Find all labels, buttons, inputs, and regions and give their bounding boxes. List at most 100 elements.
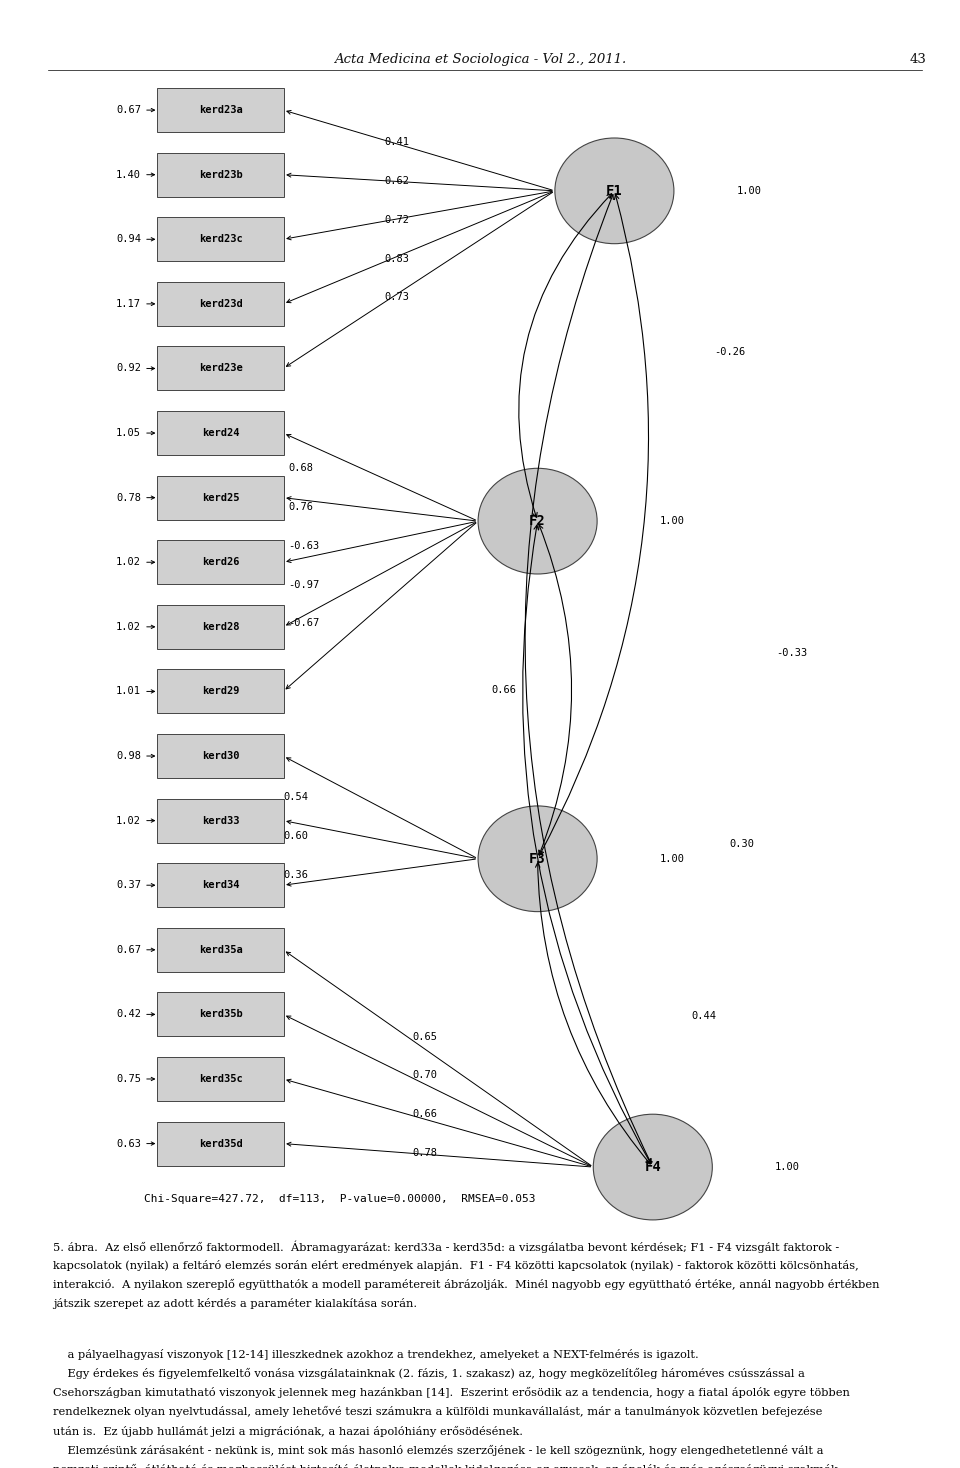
Text: kerd29: kerd29 [202, 687, 240, 696]
FancyBboxPatch shape [157, 411, 284, 455]
FancyBboxPatch shape [157, 540, 284, 584]
Text: játszik szerepet az adott kérdés a paraméter kialakítása során.: játszik szerepet az adott kérdés a param… [53, 1298, 417, 1308]
Text: a pályaelhagyasí viszonyok [12-14] illeszkednek azokhoz a trendekhez, amelyeket : a pályaelhagyasí viszonyok [12-14] illes… [53, 1349, 699, 1359]
Text: kerd26: kerd26 [202, 558, 240, 567]
Text: 0.36: 0.36 [283, 869, 308, 879]
Text: 0.66: 0.66 [413, 1110, 438, 1119]
Text: 0.72: 0.72 [384, 214, 409, 225]
Text: kerd23e: kerd23e [199, 364, 243, 373]
Text: 0.68: 0.68 [288, 464, 313, 473]
Text: 1.02: 1.02 [116, 558, 141, 567]
FancyBboxPatch shape [157, 1122, 284, 1166]
Text: 0.78: 0.78 [413, 1148, 438, 1158]
Text: kerd23d: kerd23d [199, 299, 243, 308]
Text: 0.67: 0.67 [116, 945, 141, 954]
Text: F4: F4 [644, 1160, 661, 1174]
FancyBboxPatch shape [157, 799, 284, 843]
Text: 1.05: 1.05 [116, 429, 141, 437]
Text: 0.70: 0.70 [413, 1070, 438, 1080]
Text: -0.26: -0.26 [714, 348, 745, 357]
Text: kerd30: kerd30 [202, 752, 240, 760]
Text: 0.41: 0.41 [384, 138, 409, 147]
Text: 1.00: 1.00 [660, 854, 684, 863]
FancyBboxPatch shape [157, 669, 284, 713]
Text: interakció.  A nyilakon szereplő együtthatók a modell paramétereit ábrázolják.  : interakció. A nyilakon szereplő együttha… [53, 1279, 879, 1290]
Text: 1.00: 1.00 [660, 517, 684, 526]
FancyBboxPatch shape [157, 282, 284, 326]
Text: 43: 43 [909, 53, 926, 66]
Text: 1.40: 1.40 [116, 170, 141, 179]
FancyBboxPatch shape [157, 1057, 284, 1101]
Text: kerd23a: kerd23a [199, 106, 243, 115]
Text: kerd24: kerd24 [202, 429, 240, 437]
Text: Chi-Square=427.72,  df=113,  P-value=0.00000,  RMSEA=0.053: Chi-Square=427.72, df=113, P-value=0.000… [144, 1195, 536, 1204]
Text: -0.33: -0.33 [777, 649, 807, 658]
Text: 0.83: 0.83 [384, 254, 409, 264]
FancyBboxPatch shape [157, 863, 284, 907]
Text: 0.62: 0.62 [384, 176, 409, 186]
Text: 0.78: 0.78 [116, 493, 141, 502]
Text: F2: F2 [529, 514, 546, 528]
Text: 0.54: 0.54 [283, 793, 308, 802]
Text: 0.44: 0.44 [691, 1011, 716, 1020]
Text: 5. ábra.  Az első ellenőrző faktormodell.  Ábramagyarázat: kerd33a - kerd35d: a : 5. ábra. Az első ellenőrző faktormodell.… [53, 1240, 839, 1254]
Text: 1.01: 1.01 [116, 687, 141, 696]
Text: 0.42: 0.42 [116, 1010, 141, 1019]
Text: rendelkeznek olyan nyelvtudással, amely lehetővé teszi számukra a külföldi munka: rendelkeznek olyan nyelvtudással, amely … [53, 1406, 822, 1418]
FancyBboxPatch shape [157, 992, 284, 1036]
Text: -0.63: -0.63 [288, 540, 320, 550]
Text: Csehországban kimutatható viszonyok jelennek meg hazánkban [14].  Eszerint erősö: Csehországban kimutatható viszonyok jele… [53, 1387, 850, 1399]
FancyBboxPatch shape [157, 476, 284, 520]
FancyBboxPatch shape [157, 217, 284, 261]
FancyBboxPatch shape [157, 734, 284, 778]
Text: 1.17: 1.17 [116, 299, 141, 308]
Ellipse shape [478, 806, 597, 912]
FancyBboxPatch shape [157, 346, 284, 390]
Text: 0.75: 0.75 [116, 1075, 141, 1083]
Text: -0.67: -0.67 [288, 618, 320, 628]
Text: 1.02: 1.02 [116, 816, 141, 825]
Text: 1.00: 1.00 [775, 1163, 800, 1171]
Text: 1.00: 1.00 [736, 186, 761, 195]
Text: 0.73: 0.73 [384, 292, 409, 302]
Text: kerd33: kerd33 [202, 816, 240, 825]
FancyBboxPatch shape [157, 153, 284, 197]
Text: kerd23c: kerd23c [199, 235, 243, 244]
Text: F3: F3 [529, 851, 546, 866]
Text: kerd35d: kerd35d [199, 1139, 243, 1148]
Text: 0.65: 0.65 [413, 1032, 438, 1042]
Text: kerd25: kerd25 [202, 493, 240, 502]
Text: Elemzésünk zárásaként - nekünk is, mint sok más hasonló elemzés szerzőjének - le: Elemzésünk zárásaként - nekünk is, mint … [53, 1445, 824, 1456]
Text: kerd35a: kerd35a [199, 945, 243, 954]
Text: kerd35b: kerd35b [199, 1010, 243, 1019]
Text: kerd34: kerd34 [202, 881, 240, 890]
Text: kerd23b: kerd23b [199, 170, 243, 179]
Ellipse shape [478, 468, 597, 574]
Text: 0.30: 0.30 [730, 840, 755, 849]
Text: 0.98: 0.98 [116, 752, 141, 760]
Text: 0.66: 0.66 [492, 686, 516, 694]
Text: Egy érdekes és figyelemfelkeltő vonása vizsgálatainknak (2. fázis, 1. szakasz) a: Egy érdekes és figyelemfelkeltő vonása v… [53, 1368, 804, 1380]
Ellipse shape [593, 1114, 712, 1220]
Text: nemzeti szintű, átlátható és megbecsülést biztosító életpalya-modellek kidolgozá: nemzeti szintű, átlátható és megbecsülés… [53, 1464, 837, 1468]
Text: 0.94: 0.94 [116, 235, 141, 244]
Text: 0.37: 0.37 [116, 881, 141, 890]
Text: F1: F1 [606, 184, 623, 198]
Text: 0.76: 0.76 [288, 502, 313, 512]
FancyBboxPatch shape [157, 88, 284, 132]
Text: 1.02: 1.02 [116, 622, 141, 631]
Text: -0.97: -0.97 [288, 580, 320, 590]
Text: kerd35c: kerd35c [199, 1075, 243, 1083]
Text: 0.67: 0.67 [116, 106, 141, 115]
Text: után is.  Ez újabb hullámát jelzi a migrációnak, a hazai ápolóhiány erősödésének: után is. Ez újabb hullámát jelzi a migrá… [53, 1425, 523, 1437]
Text: kapcsolatok (nyilak) a feltáró elemzés során elért eredmények alapján.  F1 - F4 : kapcsolatok (nyilak) a feltáró elemzés s… [53, 1260, 858, 1270]
Text: 0.60: 0.60 [283, 831, 308, 841]
Text: 0.63: 0.63 [116, 1139, 141, 1148]
Text: 0.92: 0.92 [116, 364, 141, 373]
Text: Acta Medicina et Sociologica - Vol 2., 2011.: Acta Medicina et Sociologica - Vol 2., 2… [334, 53, 626, 66]
Text: kerd28: kerd28 [202, 622, 240, 631]
FancyBboxPatch shape [157, 928, 284, 972]
Ellipse shape [555, 138, 674, 244]
FancyBboxPatch shape [157, 605, 284, 649]
Text: -0.51: -0.51 [493, 517, 524, 526]
